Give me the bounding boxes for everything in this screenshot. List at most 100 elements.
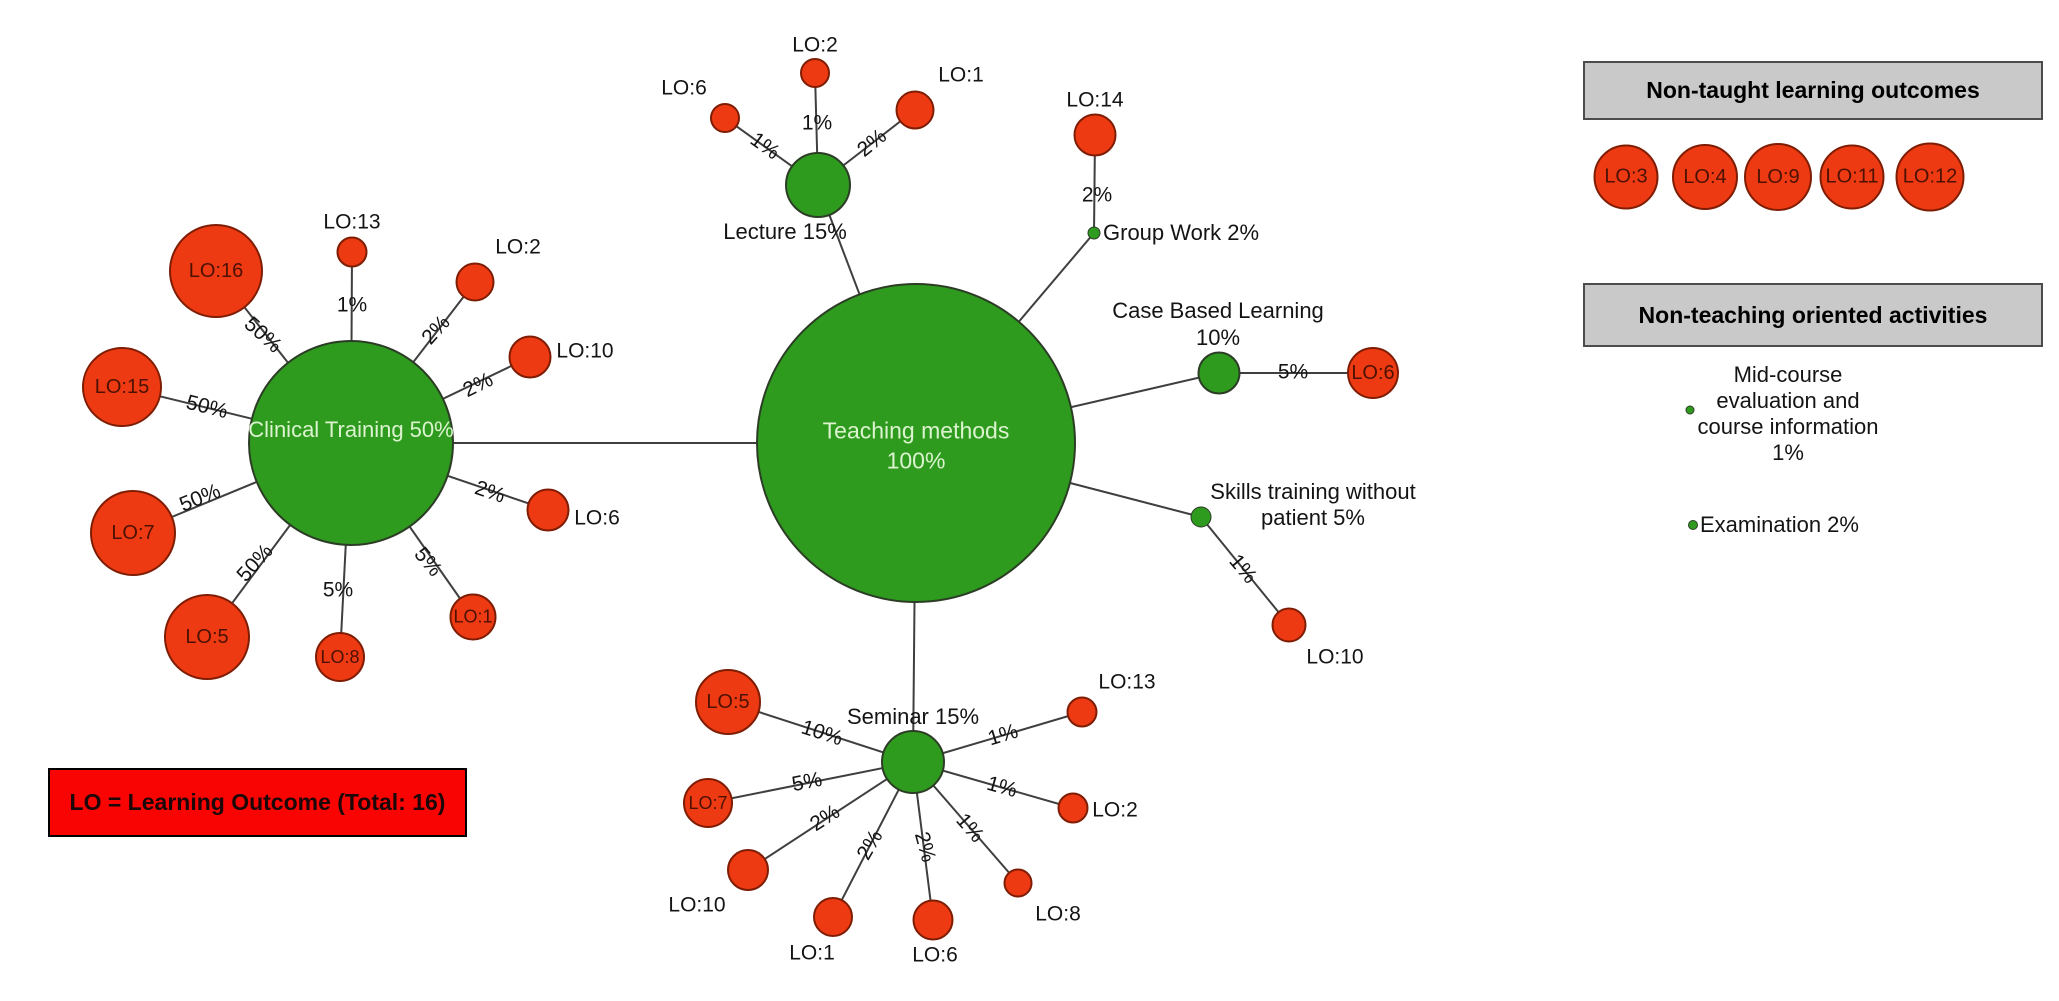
lo-label: LO:5 xyxy=(706,690,750,713)
midcourse-line2: evaluation and xyxy=(1716,388,1860,413)
lo-label: LO:15 xyxy=(94,375,150,398)
skills-training-label: Skills training without patient 5% xyxy=(1210,479,1415,531)
satellite-clinical-lo8: LO:8 xyxy=(315,632,365,682)
legend-circle-lo3: LO:3 xyxy=(1593,144,1659,210)
satellite-clinical-lo16: LO:16 xyxy=(169,224,263,318)
lo-label: LO:6 xyxy=(661,76,707,100)
pct-label: 5% xyxy=(1277,360,1309,384)
satellite-seminar-lo5: LO:5 xyxy=(695,669,761,735)
midcourse-label: Mid-course evaluation and course informa… xyxy=(1698,362,1879,466)
pct-label: 1% xyxy=(801,111,833,135)
lo-label: LO:10 xyxy=(668,893,726,917)
satellite-cbl-lo6: LO:6 xyxy=(1347,347,1399,399)
satellite-seminar-lo2 xyxy=(1057,792,1089,824)
node-teaching-methods xyxy=(756,283,1076,603)
satellite-skills-lo10 xyxy=(1271,607,1307,643)
skills-training-label-line2: patient 5% xyxy=(1261,505,1365,530)
satellite-clinical-lo7: LO:7 xyxy=(90,490,176,576)
lo-label: LO:4 xyxy=(1683,165,1727,188)
edge-skills-lo10 xyxy=(1200,516,1290,626)
note-box: LO = Learning Outcome (Total: 16) xyxy=(48,768,467,837)
pct-label: 1% xyxy=(336,293,368,317)
satellite-seminar-lo1 xyxy=(813,897,853,937)
lo-label: LO:3 xyxy=(1604,165,1648,188)
edge-seminar-lo10 xyxy=(747,761,914,871)
satellite-seminar-lo10 xyxy=(727,849,769,891)
lo-label: LO:9 xyxy=(1756,165,1800,188)
skills-training-label-line1: Skills training without xyxy=(1210,479,1416,504)
satellite-seminar-lo13 xyxy=(1066,696,1098,728)
satellite-seminar-lo6 xyxy=(912,899,954,941)
satellite-groupwork-lo14 xyxy=(1073,113,1117,157)
lo-label: LO:5 xyxy=(185,625,229,648)
satellite-clinical-lo13 xyxy=(336,236,368,268)
legend-circle-lo9: LO:9 xyxy=(1744,143,1812,211)
lo-label: LO:2 xyxy=(495,235,541,259)
examination-label: Examination 2% xyxy=(1700,512,1859,537)
legend-circle-lo12: LO:12 xyxy=(1895,142,1965,212)
lo-label: LO:6 xyxy=(912,943,958,967)
teaching-methods-value: 100% xyxy=(886,447,946,474)
satellite-clinical-lo1: LO:1 xyxy=(449,593,497,641)
group-work-label: Group Work 2% xyxy=(1103,220,1260,245)
satellite-clinical-lo10 xyxy=(508,335,552,379)
lo-label: LO:1 xyxy=(453,606,493,627)
satellite-clinical-lo15: LO:15 xyxy=(82,347,162,427)
seminar-label: Seminar 15% xyxy=(846,704,980,729)
legend-circle-lo4: LO:4 xyxy=(1672,144,1738,210)
case-based-learning-pct: 10% xyxy=(1195,325,1241,350)
lo-label: LO:2 xyxy=(792,33,838,57)
lo-label: LO:10 xyxy=(556,339,614,363)
lo-label: LO:6 xyxy=(574,506,620,530)
satellite-seminar-lo7: LO:7 xyxy=(683,778,733,828)
lo-label: LO:14 xyxy=(1066,88,1124,112)
teaching-methods-label: Teaching methods xyxy=(822,417,1010,444)
node-group-work xyxy=(1087,226,1101,240)
note-text: LO = Learning Outcome (Total: 16) xyxy=(69,789,446,815)
lo-label: LO:8 xyxy=(1035,902,1081,926)
satellite-seminar-lo8 xyxy=(1003,868,1033,898)
node-lecture xyxy=(785,152,851,218)
pct-label: 2% xyxy=(1081,183,1113,207)
pct-label: 5% xyxy=(789,767,825,797)
lo-label: LO:1 xyxy=(938,63,984,87)
node-case-based-learning xyxy=(1197,351,1241,395)
legend-box-non-taught: Non-taught learning outcomes xyxy=(1583,61,2043,120)
case-based-learning-label: Case Based Learning xyxy=(1112,298,1324,323)
legend-circle-lo11: LO:11 xyxy=(1819,144,1885,210)
midcourse-line4: 1% xyxy=(1772,440,1804,465)
clinical-training-label: Clinical Training 50% xyxy=(248,417,454,442)
examination-dot xyxy=(1688,520,1698,530)
lo-label: LO:6 xyxy=(1351,361,1395,384)
lo-label: LO:10 xyxy=(1306,645,1364,669)
pct-label: 5% xyxy=(322,578,354,602)
satellite-lecture-lo6 xyxy=(710,103,740,133)
lo-label: LO:7 xyxy=(688,792,728,813)
lo-label: LO:12 xyxy=(1902,165,1958,188)
lo-label: LO:1 xyxy=(789,941,835,965)
legend-non-taught-title: Non-taught learning outcomes xyxy=(1646,77,1980,103)
satellite-clinical-lo2 xyxy=(455,262,495,302)
node-clinical-training xyxy=(248,340,454,546)
lo-label: LO:13 xyxy=(323,210,381,234)
edge-seminar-lo7 xyxy=(707,761,914,804)
midcourse-line1: Mid-course xyxy=(1733,362,1843,387)
satellite-clinical-lo5: LO:5 xyxy=(164,594,250,680)
node-skills-training xyxy=(1190,506,1212,528)
lo-label: LO:11 xyxy=(1825,165,1879,188)
lo-label: LO:13 xyxy=(1098,670,1156,694)
midcourse-line3: course information xyxy=(1697,414,1879,439)
lo-label: LO:16 xyxy=(188,259,244,282)
legend-box-non-teaching: Non-teaching oriented activities xyxy=(1583,283,2043,347)
lo-label: LO:2 xyxy=(1092,798,1138,822)
lo-label: LO:7 xyxy=(111,521,155,544)
legend-non-teaching-title: Non-teaching oriented activities xyxy=(1638,301,1988,328)
node-seminar xyxy=(881,730,945,794)
lo-label: LO:8 xyxy=(320,646,360,667)
midcourse-dot xyxy=(1685,405,1695,415)
satellite-lecture-lo1 xyxy=(895,90,935,130)
lecture-label: Lecture 15% xyxy=(723,219,847,244)
satellite-clinical-lo6 xyxy=(526,488,570,532)
satellite-lecture-lo2 xyxy=(800,58,830,88)
